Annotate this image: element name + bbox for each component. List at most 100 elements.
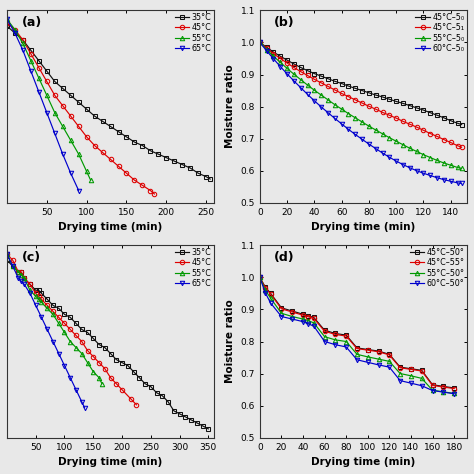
55°C — [67, 338, 73, 344]
45°C–5₁ — [311, 76, 317, 82]
45°C–50° — [386, 352, 392, 357]
60°C–5₀ — [346, 127, 351, 132]
55°C–50° — [257, 274, 263, 280]
45°C–50° — [354, 345, 360, 351]
35°C — [79, 327, 84, 332]
X-axis label: Drying time (min): Drying time (min) — [311, 222, 416, 232]
45°C–5₁ — [380, 109, 385, 115]
35°C — [206, 426, 211, 432]
35°C — [195, 170, 201, 176]
35°C — [21, 275, 27, 281]
45°C–5₀ — [428, 110, 433, 116]
45°C–5₁ — [400, 118, 406, 124]
45°C — [20, 37, 26, 43]
55°C–5₀ — [305, 82, 310, 88]
45°C–5₀ — [325, 76, 331, 82]
45°C — [10, 257, 16, 263]
55°C — [84, 169, 90, 174]
Y-axis label: Moisture ratio: Moisture ratio — [225, 65, 235, 148]
45°C — [128, 396, 134, 401]
Line: 55°C–50°: 55°C–50° — [258, 275, 456, 396]
60°C–50° — [263, 290, 268, 296]
45°C–50° — [440, 383, 446, 389]
60°C–5₀ — [393, 158, 399, 164]
35°C — [119, 360, 125, 365]
60°C–5₀ — [414, 168, 419, 173]
45°C–5₀ — [455, 120, 460, 126]
45°C–50° — [333, 331, 338, 337]
45°C–5₁ — [325, 83, 331, 89]
65°C — [4, 16, 10, 22]
45°C–55° — [386, 352, 392, 358]
35°C — [108, 351, 113, 356]
60°C–5₀ — [271, 56, 276, 62]
55°C — [96, 375, 102, 381]
45°C–5₁ — [407, 121, 413, 127]
35°C — [4, 23, 10, 29]
45°C–5₀ — [400, 100, 406, 106]
45°C — [108, 375, 113, 381]
65°C — [60, 151, 65, 157]
60°C–5₀ — [311, 98, 317, 104]
60°C–5₀ — [257, 40, 263, 46]
45°C–5₁ — [257, 40, 263, 46]
35°C — [180, 162, 185, 167]
55°C–50° — [333, 337, 338, 343]
55°C–5₀ — [448, 163, 454, 168]
45°C–5₀ — [284, 57, 290, 63]
35°C — [132, 139, 137, 145]
60°C–5₀ — [400, 162, 406, 167]
35°C — [154, 390, 159, 396]
35°C — [33, 287, 38, 293]
35°C — [60, 86, 65, 91]
60°C–50° — [386, 365, 392, 370]
60°C–50° — [290, 316, 295, 322]
45°C–55° — [365, 347, 371, 353]
55°C–5₀ — [346, 111, 351, 117]
55°C — [4, 251, 10, 257]
55°C — [12, 27, 18, 32]
60°C–5₀ — [459, 181, 465, 186]
55°C–5₀ — [380, 131, 385, 137]
65°C — [28, 68, 34, 74]
Line: 45°C–5₁: 45°C–5₁ — [258, 40, 464, 149]
45°C–5₁ — [420, 128, 426, 133]
35°C — [76, 100, 82, 105]
45°C — [56, 315, 62, 320]
60°C–5₀ — [277, 64, 283, 69]
45°C–5₀ — [311, 71, 317, 76]
55°C–50° — [440, 389, 446, 395]
65°C — [68, 170, 73, 176]
35°C — [16, 269, 21, 275]
35°C — [137, 375, 142, 381]
45°C — [18, 269, 24, 275]
45°C–50° — [419, 367, 425, 373]
55°C–50° — [268, 295, 273, 301]
55°C–5₀ — [373, 127, 379, 133]
60°C–50° — [451, 391, 457, 397]
Line: 45°C–55°: 45°C–55° — [258, 275, 456, 391]
45°C–55° — [311, 316, 317, 321]
35°C — [200, 423, 205, 428]
45°C–5₀ — [257, 40, 263, 46]
45°C–5₀ — [420, 107, 426, 113]
35°C — [147, 148, 153, 154]
60°C–5₀ — [284, 71, 290, 77]
55°C–50° — [322, 334, 328, 339]
45°C–5₀ — [434, 112, 440, 118]
35°C — [10, 264, 16, 269]
55°C — [45, 306, 50, 311]
45°C–55° — [343, 333, 349, 339]
60°C–50° — [257, 274, 263, 280]
65°C — [45, 327, 50, 332]
45°C–5₁ — [448, 140, 454, 146]
45°C–55° — [268, 291, 273, 297]
35°C — [20, 37, 26, 43]
45°C — [79, 338, 84, 344]
65°C — [4, 251, 10, 257]
60°C–50° — [333, 342, 338, 347]
45°C — [73, 333, 79, 338]
35°C — [131, 369, 137, 374]
60°C–50° — [311, 323, 317, 329]
55°C — [56, 320, 62, 326]
